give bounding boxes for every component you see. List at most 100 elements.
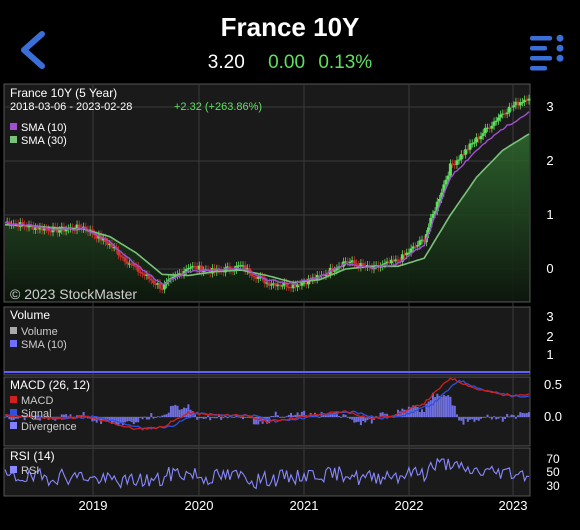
macd-divergence-bar [180, 409, 183, 417]
macd-divergence-bar [257, 417, 260, 425]
macd-divergence-bar [469, 417, 472, 420]
macd-divergence-bar [167, 412, 170, 417]
candle-body [437, 198, 441, 202]
volume-title: Volume [10, 308, 50, 322]
candle-body [293, 284, 297, 288]
legend-signal: Signal [21, 408, 52, 420]
macd-divergence-bar [484, 417, 487, 418]
macd-divergence-bar [60, 414, 63, 417]
candle-body [210, 268, 214, 274]
rsi-panel [3, 447, 531, 497]
candle-body [435, 201, 439, 212]
candle-body [396, 259, 400, 262]
candle-body [462, 154, 465, 156]
chart-area[interactable]: France 10Y (5 Year) 2018-03-06 - 2023-02… [0, 82, 580, 530]
macd-divergence-bar [154, 417, 157, 418]
macd-divergence-bar [300, 411, 303, 417]
x-tick: 2019 [79, 498, 108, 513]
candle-body [442, 184, 446, 193]
macd-divergence-bar [386, 413, 389, 417]
back-button[interactable] [14, 28, 54, 72]
macd-divergence-bar [497, 417, 500, 419]
candle-body [302, 282, 306, 284]
candle-body [359, 263, 363, 268]
macd-divergence-bar [156, 416, 159, 418]
macd-divergence-bar [224, 415, 227, 417]
candle-body [84, 226, 88, 230]
candle-body [385, 261, 389, 264]
macd-divergence-bar [338, 416, 341, 417]
candle-body [149, 278, 153, 281]
macd-divergence-bar [429, 400, 432, 417]
macd-divergence-bar [193, 413, 196, 417]
candle-body [512, 105, 516, 108]
macd-divergence-bar [36, 417, 39, 421]
candle-body [178, 273, 182, 275]
candle-body [191, 265, 195, 268]
macd-divergence-bar [473, 417, 476, 422]
macd-divergence-bar [287, 414, 290, 417]
macd-divergence-bar [427, 401, 430, 417]
macd-line [4, 377, 530, 431]
candle-body [272, 283, 276, 285]
legend-swatch-divergence [10, 422, 17, 429]
macd-divergence-bar [23, 417, 26, 421]
macd-divergence-bar [475, 417, 478, 420]
macd-divergence-bar [436, 393, 439, 417]
candle-body [117, 249, 121, 256]
macd-divergence-bar [503, 417, 506, 419]
macd-divergence-bar [274, 411, 277, 417]
macd-divergence-bar [493, 416, 496, 417]
price-value: 3.20 [207, 52, 245, 73]
macd-divergence-bar [364, 417, 367, 423]
macd-divergence-bar [266, 417, 268, 424]
macd-divergence-bar [344, 414, 347, 417]
candle-body [389, 259, 393, 264]
macd-divergence-bar [479, 417, 482, 419]
candle-body [36, 227, 40, 230]
macd-divergence-bar [200, 417, 203, 419]
macd-divergence-bar [488, 417, 491, 418]
volume-y-tick: 2 [546, 329, 553, 344]
candle-body [507, 106, 511, 113]
panel-title: France 10Y (5 Year) [10, 86, 117, 100]
candle-body [263, 277, 267, 284]
candle-body [300, 282, 304, 286]
legend-swatch-rsi [10, 466, 17, 473]
macd-divergence-bar [464, 417, 467, 419]
macd-divergence-bar [272, 415, 275, 417]
candle-body [237, 265, 241, 267]
candle-body [228, 266, 232, 271]
candle-body [363, 265, 367, 267]
macd-divergence-bar [248, 417, 251, 418]
macd-divergence-bar [270, 415, 273, 417]
volume-y-tick: 3 [546, 309, 553, 324]
candle-body [457, 159, 461, 161]
rsi-y-tick: 50 [546, 465, 560, 479]
macd-divergence-bar [255, 417, 258, 425]
candle-body [429, 217, 433, 228]
candle-body [468, 143, 472, 150]
candle-body [479, 135, 483, 140]
macd-divergence-bar [67, 416, 70, 418]
x-tick: 2023 [499, 498, 528, 513]
candle-body [400, 254, 404, 262]
candle-body [298, 284, 302, 286]
macd-divergence-bar [4, 416, 6, 418]
list-menu-icon [530, 34, 564, 71]
macd-divergence-bar [91, 417, 94, 422]
macd-divergence-bar [62, 414, 65, 417]
macd-title: MACD (26, 12) [10, 378, 90, 392]
candle-body [472, 142, 476, 144]
y-tick: 1 [546, 207, 553, 222]
candle-body [291, 284, 295, 289]
legend-swatch-sma10 [10, 123, 17, 130]
candle-body [475, 137, 479, 143]
candle-body [483, 127, 487, 134]
macd-divergence-bar [143, 416, 146, 418]
macd-divergence-bar [163, 414, 166, 417]
menu-button[interactable] [526, 32, 570, 72]
macd-divergence-bar [117, 417, 120, 425]
macd-divergence-bar [290, 412, 293, 417]
macd-divergence-bar [471, 417, 474, 420]
